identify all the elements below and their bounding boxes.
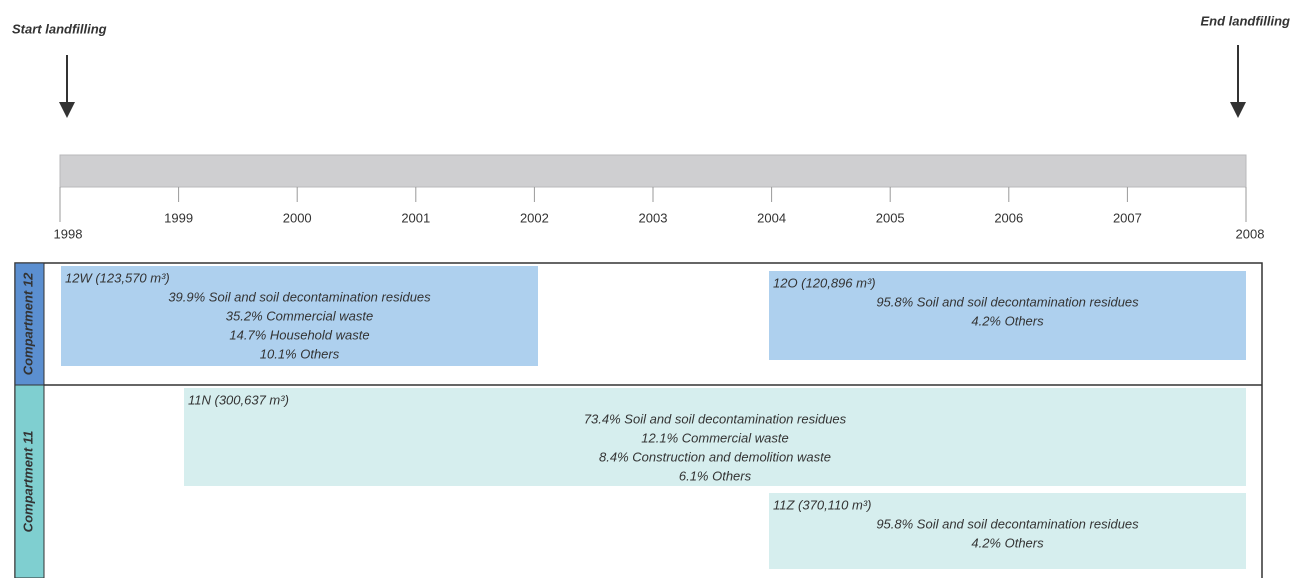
year-label: 1999 (164, 210, 193, 225)
waste-block (769, 271, 1246, 360)
waste-block (769, 493, 1246, 569)
year-label: 2003 (639, 210, 668, 225)
year-label: 1998 (54, 226, 83, 241)
block-line: 4.2% Others (971, 313, 1044, 328)
year-label: 2008 (1236, 226, 1265, 241)
block-line: 39.9% Soil and soil decontamination resi… (168, 289, 431, 304)
block-title: 12W (123,570 m³) (65, 270, 170, 285)
year-label: 2002 (520, 210, 549, 225)
waste-block (61, 266, 538, 366)
compartment-label: Compartment 12 (20, 272, 35, 375)
end-arrow-head (1230, 102, 1246, 118)
block-line: 14.7% Household waste (229, 327, 369, 342)
block-line: 6.1% Others (679, 468, 752, 483)
start-arrow-head (59, 102, 75, 118)
year-label: 2001 (401, 210, 430, 225)
block-title: 11N (300,637 m³) (188, 392, 289, 407)
compartment-label: Compartment 11 (20, 431, 35, 533)
end-label: End landfilling (1200, 13, 1290, 28)
year-label: 2006 (994, 210, 1023, 225)
year-label: 2007 (1113, 210, 1142, 225)
year-label: 2004 (757, 210, 786, 225)
compartment-strip (14, 262, 45, 386)
waste-block (184, 388, 1246, 486)
timeline-bar (59, 154, 1247, 188)
block-line: 35.2% Commercial waste (226, 308, 373, 323)
block-line: 4.2% Others (971, 535, 1044, 550)
block-title: 12O (120,896 m³) (773, 275, 876, 290)
block-title: 11Z (370,110 m³) (773, 497, 872, 512)
year-label: 2000 (283, 210, 312, 225)
block-line: 73.4% Soil and soil decontamination resi… (584, 411, 847, 426)
block-line: 8.4% Construction and demolition waste (599, 449, 831, 464)
block-line: 95.8% Soil and soil decontamination resi… (876, 294, 1139, 309)
year-label: 2005 (876, 210, 905, 225)
start-label: Start landfilling (12, 21, 107, 36)
block-line: 95.8% Soil and soil decontamination resi… (876, 516, 1139, 531)
block-line: 10.1% Others (260, 346, 340, 361)
compartment-strip (14, 384, 45, 578)
block-line: 12.1% Commercial waste (641, 430, 788, 445)
